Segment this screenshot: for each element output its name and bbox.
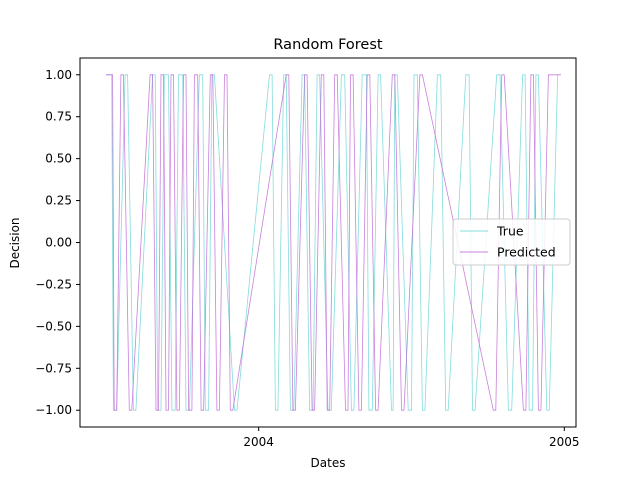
series-line-predicted (105, 74, 561, 411)
y-tick-label-8: −1.00 (35, 403, 72, 417)
x-axis-label: Dates (311, 456, 346, 470)
x-tick-label-0: 2004 (243, 435, 274, 449)
y-tick-label-4: 0.00 (45, 236, 72, 250)
y-tick-label-1: 0.75 (45, 110, 72, 124)
y-axis: 1.00 0.75 0.50 0.25 0.00 −0.25 −0.50 −0.75 −1.00 (35, 68, 80, 417)
y-tick-label-3: 0.25 (45, 194, 72, 208)
x-tick-label-1: 2005 (549, 435, 580, 449)
y-tick-label-5: −0.25 (35, 277, 72, 291)
legend-label-true: True (496, 224, 524, 239)
x-axis: 2004 2005 (243, 427, 580, 449)
y-tick-label-0: 1.00 (45, 68, 72, 82)
y-tick-label-2: 0.50 (45, 152, 72, 166)
y-tick-label-6: −0.50 (35, 319, 72, 333)
legend-label-predicted: Predicted (497, 245, 556, 260)
y-axis-label: Decision (8, 217, 22, 268)
y-tick-label-7: −0.75 (35, 361, 72, 375)
legend: True Predicted (452, 218, 571, 266)
chart-title: Random Forest (273, 37, 382, 53)
series-layer (105, 74, 561, 411)
